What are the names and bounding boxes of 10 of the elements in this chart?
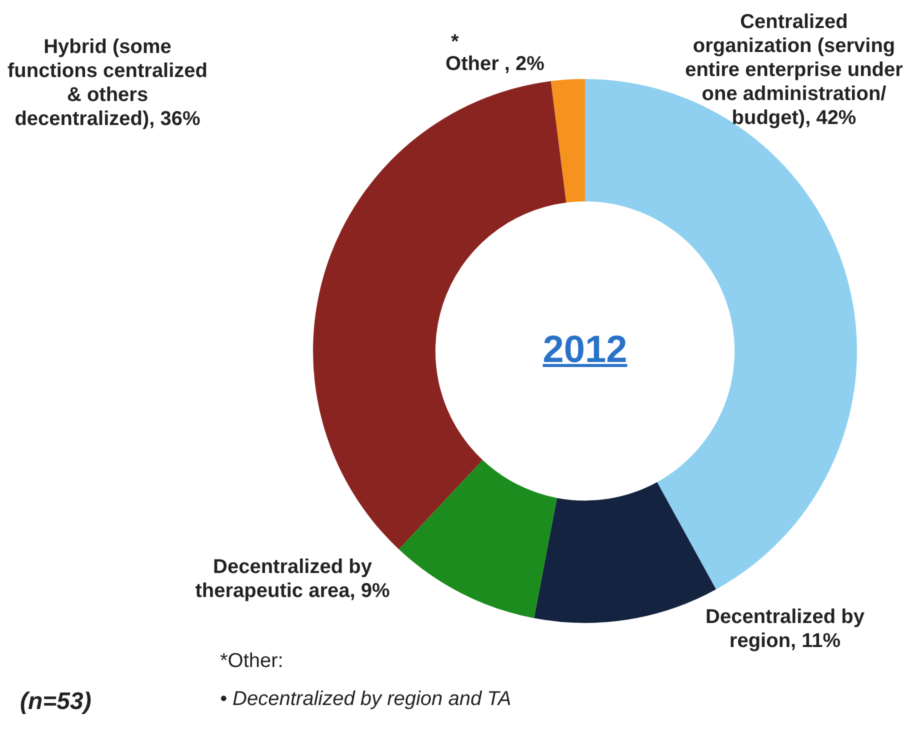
slice-label: Decentralized by region, 11% xyxy=(704,605,866,653)
text: 2012 xyxy=(542,329,628,372)
slice-label: Decentralized by therapeutic area, 9% xyxy=(194,555,391,603)
slice-label: Hybrid (some functions centralized & others decentralized), 36% xyxy=(6,35,209,131)
text: * xyxy=(451,31,459,54)
text: *Other: xyxy=(220,650,284,673)
text: • Decentralized by region and TA xyxy=(220,688,512,711)
slice-label: Other , 2% xyxy=(444,52,546,76)
text: (n=53) xyxy=(20,688,92,716)
slice-label: Centralized organization (serving entire enterprise under one administration/ budget), 42% xyxy=(684,10,904,130)
